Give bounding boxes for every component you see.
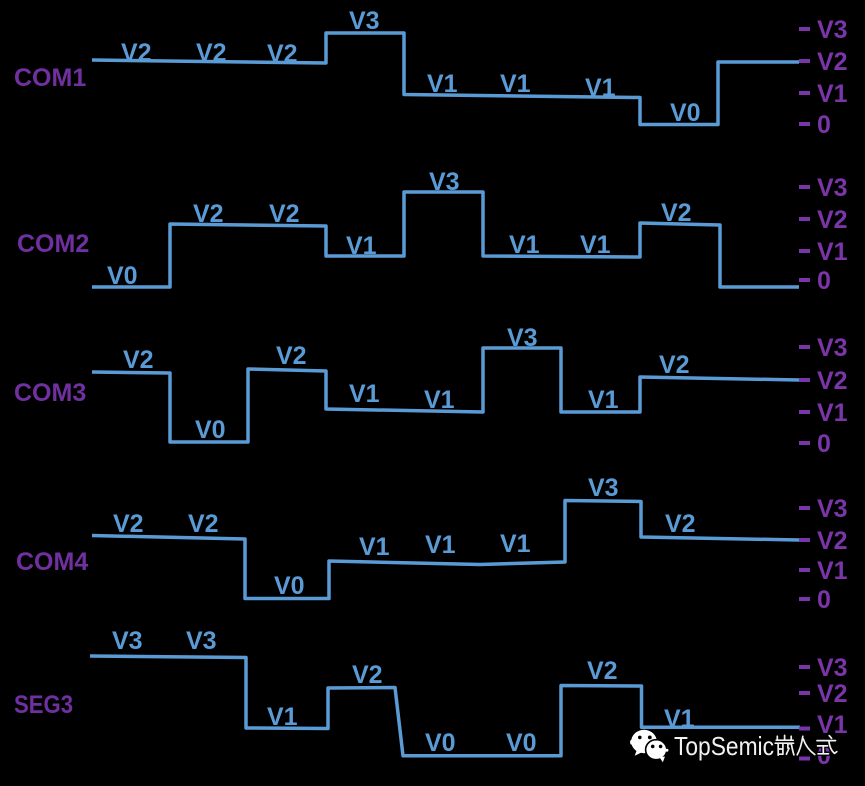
svg-text:V2: V2: [817, 206, 848, 234]
svg-text:V1: V1: [817, 711, 848, 739]
svg-text:V1: V1: [500, 70, 531, 98]
svg-text:COM2: COM2: [17, 230, 89, 258]
svg-text:SEG3: SEG3: [14, 691, 73, 719]
svg-text:V1: V1: [817, 238, 848, 266]
svg-text:V3: V3: [349, 7, 380, 35]
svg-text:V2: V2: [665, 510, 696, 538]
svg-text:V1: V1: [359, 533, 390, 561]
svg-text:V3: V3: [112, 627, 143, 655]
svg-text:V3: V3: [817, 16, 848, 44]
svg-text:V3: V3: [817, 334, 848, 362]
svg-text:V2: V2: [267, 40, 298, 68]
svg-text:V2: V2: [817, 367, 848, 395]
svg-text:V1: V1: [817, 399, 848, 427]
svg-text:V2: V2: [276, 342, 307, 370]
svg-text:TopSemic: TopSemic: [674, 731, 774, 761]
svg-text:V3: V3: [588, 474, 619, 502]
svg-text:V1: V1: [500, 530, 531, 558]
svg-text:V1: V1: [424, 386, 455, 414]
svg-text:V3: V3: [817, 174, 848, 202]
svg-text:V2: V2: [188, 510, 219, 538]
svg-text:V1: V1: [346, 232, 377, 260]
svg-text:V0: V0: [107, 262, 138, 290]
svg-text:V1: V1: [425, 531, 456, 559]
svg-text:V1: V1: [817, 557, 848, 585]
svg-text:V1: V1: [664, 705, 695, 733]
svg-text:V0: V0: [274, 572, 305, 600]
svg-text:V0: V0: [425, 729, 456, 757]
svg-text:V2: V2: [817, 48, 848, 76]
svg-text:V3: V3: [507, 324, 538, 352]
svg-text:V1: V1: [267, 703, 298, 731]
svg-text:V1: V1: [580, 231, 611, 259]
svg-text:V3: V3: [429, 168, 460, 196]
svg-text:V2: V2: [193, 200, 224, 228]
svg-text:V1: V1: [427, 70, 458, 98]
svg-text:V1: V1: [349, 380, 380, 408]
svg-text:V0: V0: [670, 99, 701, 127]
svg-text:V1: V1: [509, 231, 540, 259]
svg-text:V0: V0: [506, 729, 537, 757]
svg-text:COM3: COM3: [14, 379, 86, 407]
svg-text:V2: V2: [113, 510, 144, 538]
svg-text:V2: V2: [121, 39, 152, 67]
svg-text:V2: V2: [123, 346, 154, 374]
svg-text:V2: V2: [352, 661, 383, 689]
svg-text:COM1: COM1: [14, 64, 86, 92]
svg-text:V1: V1: [817, 80, 848, 108]
svg-text:V1: V1: [585, 74, 616, 102]
svg-text:0: 0: [817, 586, 831, 614]
svg-text:V3: V3: [817, 654, 848, 682]
svg-text:V1: V1: [588, 386, 619, 414]
svg-text:V2: V2: [196, 39, 227, 67]
svg-text:V2: V2: [659, 351, 690, 379]
svg-text:V0: V0: [195, 416, 226, 444]
svg-text:V2: V2: [661, 199, 692, 227]
svg-text:0: 0: [817, 430, 831, 458]
svg-text:V2: V2: [817, 527, 848, 555]
svg-text:V2: V2: [269, 200, 300, 228]
svg-text:0: 0: [817, 267, 831, 295]
svg-text:0: 0: [817, 111, 831, 139]
svg-text:V2: V2: [587, 657, 618, 685]
svg-text:V3: V3: [817, 495, 848, 523]
svg-text:COM4: COM4: [16, 548, 88, 576]
svg-text:V2: V2: [817, 680, 848, 708]
svg-text:V3: V3: [186, 627, 217, 655]
